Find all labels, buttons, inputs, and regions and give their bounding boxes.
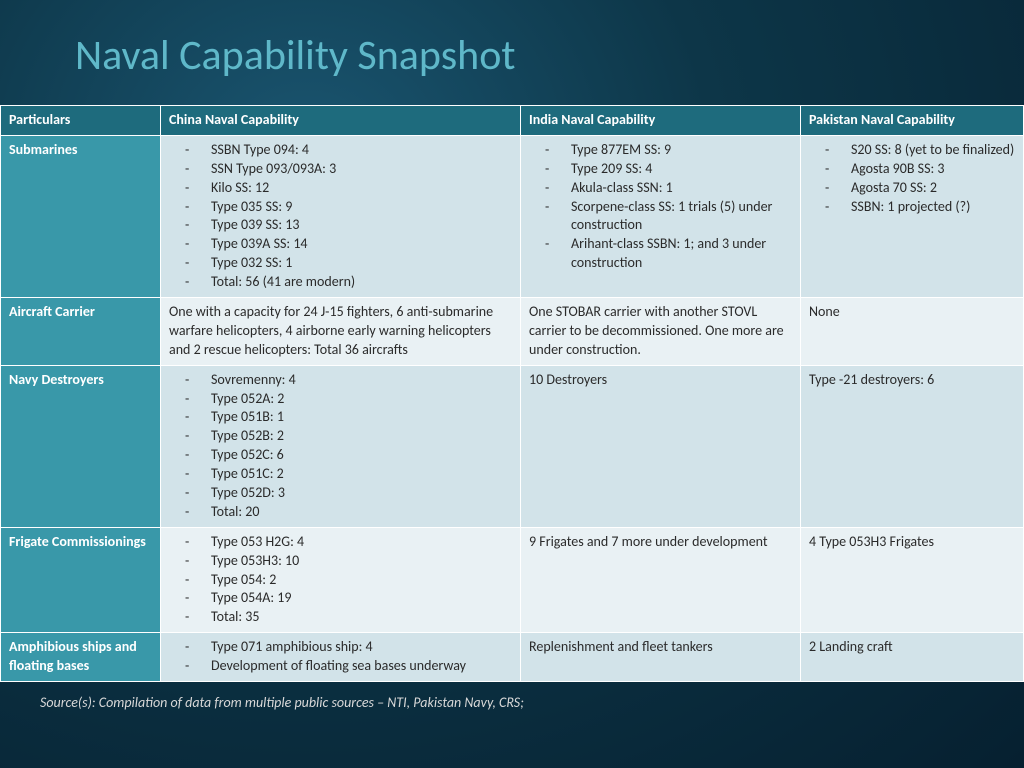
- table-cell: 4 Type 053H3 Frigates: [801, 527, 1024, 632]
- list-item: Type 209 SS: 4: [541, 160, 792, 179]
- row-label: Submarines: [1, 135, 161, 297]
- table-cell: None: [801, 298, 1024, 366]
- table-cell: SSBN Type 094: 4SSN Type 093/093A: 3Kilo…: [161, 135, 521, 297]
- list-item: Type 053 H2G: 4: [181, 533, 512, 552]
- table-cell: 10 Destroyers: [521, 365, 801, 527]
- table-row: Navy DestroyersSovremenny: 4Type 052A: 2…: [1, 365, 1024, 527]
- list-item: Type 032 SS: 1: [181, 254, 512, 273]
- list-item: Total: 56 (41 are modern): [181, 273, 512, 292]
- col-india: India Naval Capability: [521, 106, 801, 136]
- col-particulars: Particulars: [1, 106, 161, 136]
- list-item: Type 035 SS: 9: [181, 198, 512, 217]
- list-item: Type 054: 2: [181, 571, 512, 590]
- table-cell: 2 Landing craft: [801, 633, 1024, 682]
- row-label: Aircraft Carrier: [1, 298, 161, 366]
- list-item: Scorpene-class SS: 1 trials (5) under co…: [541, 198, 792, 236]
- list-item: Type 054A: 19: [181, 589, 512, 608]
- list-item: Type 039A SS: 14: [181, 235, 512, 254]
- list-item: Type 051B: 1: [181, 408, 512, 427]
- list-item: Kilo SS: 12: [181, 179, 512, 198]
- list-item: Type 052D: 3: [181, 484, 512, 503]
- capability-table: Particulars China Naval Capability India…: [0, 105, 1024, 682]
- list-item: Type 877EM SS: 9: [541, 141, 792, 160]
- page-title: Naval Capability Snapshot: [0, 0, 1024, 105]
- table-cell: Type 877EM SS: 9Type 209 SS: 4Akula-clas…: [521, 135, 801, 297]
- list-item: Development of floating sea bases underw…: [181, 657, 512, 676]
- table-cell: 9 Frigates and 7 more under development: [521, 527, 801, 632]
- table-cell: Sovremenny: 4Type 052A: 2Type 051B: 1Typ…: [161, 365, 521, 527]
- table-cell: Replenishment and fleet tankers: [521, 633, 801, 682]
- table-row: Frigate CommissioningsType 053 H2G: 4Typ…: [1, 527, 1024, 632]
- col-china: China Naval Capability: [161, 106, 521, 136]
- list-item: Type 053H3: 10: [181, 552, 512, 571]
- list-item: Akula-class SSN: 1: [541, 179, 792, 198]
- table-row: Amphibious ships and floating basesType …: [1, 633, 1024, 682]
- list-item: Total: 20: [181, 503, 512, 522]
- row-label: Navy Destroyers: [1, 365, 161, 527]
- list-item: Type 052B: 2: [181, 427, 512, 446]
- row-label: Frigate Commissionings: [1, 527, 161, 632]
- list-item: Type 052A: 2: [181, 390, 512, 409]
- header-row: Particulars China Naval Capability India…: [1, 106, 1024, 136]
- list-item: SSBN Type 094: 4: [181, 141, 512, 160]
- row-label: Amphibious ships and floating bases: [1, 633, 161, 682]
- list-item: SSBN: 1 projected (?): [821, 198, 1015, 217]
- list-item: Sovremenny: 4: [181, 371, 512, 390]
- table-cell: One STOBAR carrier with another STOVL ca…: [521, 298, 801, 366]
- table-cell: Type 053 H2G: 4Type 053H3: 10Type 054: 2…: [161, 527, 521, 632]
- list-item: S20 SS: 8 (yet to be finalized): [821, 141, 1015, 160]
- list-item: Type 051C: 2: [181, 465, 512, 484]
- list-item: Total: 35: [181, 608, 512, 627]
- list-item: Type 052C: 6: [181, 446, 512, 465]
- table-cell: S20 SS: 8 (yet to be finalized)Agosta 90…: [801, 135, 1024, 297]
- list-item: Agosta 70 SS: 2: [821, 179, 1015, 198]
- list-item: Type 071 amphibious ship: 4: [181, 638, 512, 657]
- table-row: SubmarinesSSBN Type 094: 4SSN Type 093/0…: [1, 135, 1024, 297]
- list-item: Agosta 90B SS: 3: [821, 160, 1015, 179]
- table-cell: Type -21 destroyers: 6: [801, 365, 1024, 527]
- table-row: Aircraft CarrierOne with a capacity for …: [1, 298, 1024, 366]
- list-item: Type 039 SS: 13: [181, 216, 512, 235]
- col-pakistan: Pakistan Naval Capability: [801, 106, 1024, 136]
- table-cell: Type 071 amphibious ship: 4Development o…: [161, 633, 521, 682]
- list-item: Arihant-class SSBN: 1; and 3 under const…: [541, 235, 792, 273]
- source-note: Source(s): Compilation of data from mult…: [0, 682, 1024, 711]
- table-cell: One with a capacity for 24 J-15 fighters…: [161, 298, 521, 366]
- list-item: SSN Type 093/093A: 3: [181, 160, 512, 179]
